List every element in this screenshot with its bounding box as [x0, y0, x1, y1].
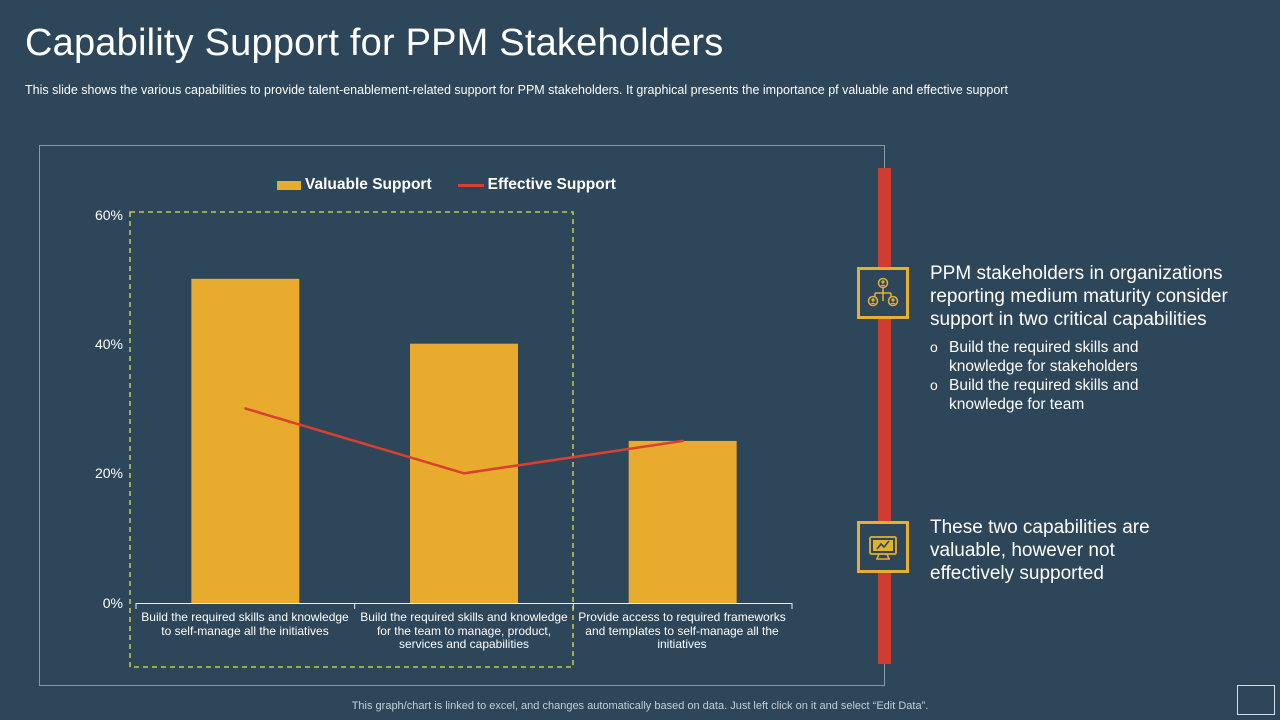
point-effective-support: [462, 472, 466, 475]
point-effective-support: [244, 407, 247, 410]
y-tick-label: 0%: [102, 595, 123, 611]
slide-subtitle: This slide shows the various capabilitie…: [25, 83, 1008, 97]
legend-label-effective: Effective Support: [487, 176, 616, 193]
point-effective-support: [681, 439, 684, 443]
panel-item2-heading: These two capabilities are valuable, how…: [930, 516, 1260, 585]
heading-line: effectively supported: [930, 563, 1104, 584]
category-label-line: services and capabilities: [398, 637, 530, 651]
category-label-line: initiatives: [657, 637, 707, 651]
x-category-label: Provide access to required frameworks an…: [573, 610, 791, 652]
bullet-line: Build the required skills and: [949, 339, 1139, 356]
legend-swatch-effective: [457, 183, 484, 187]
x-category-label: Build the required skills and knowledge …: [355, 610, 573, 652]
org-network-icon-box: [857, 267, 909, 319]
bullet-line: knowledge for team: [949, 396, 1085, 413]
corner-placeholder-box[interactable]: [1237, 685, 1275, 715]
org-network-icon: [867, 277, 899, 307]
heading-line: reporting medium maturity consider: [930, 286, 1228, 307]
y-tick-label: 60%: [94, 207, 123, 223]
heading-line: valuable, however not: [930, 540, 1115, 561]
bullet-line: knowledge for stakeholders: [949, 358, 1138, 375]
bullet-circle-icon: o: [930, 377, 938, 393]
heading-line: support in two critical capabilities: [930, 309, 1207, 330]
category-label-line: and templates to self-manage all the: [585, 623, 779, 638]
y-tick-label: 20%: [94, 465, 123, 481]
panel-item1-bullets: o Build the required skills and knowledg…: [930, 338, 1230, 414]
heading-line: PPM stakeholders in organizations: [930, 263, 1223, 284]
bullet-item: o Build the required skills and knowledg…: [930, 338, 1230, 376]
chart-legend: Valuable Support Effective Support: [277, 176, 616, 194]
highlight-dashed-box: [129, 211, 574, 668]
bar-valuable-support: [628, 440, 737, 603]
category-label-line: for the team to manage, product,: [376, 623, 552, 638]
timeline-bar: [878, 168, 891, 664]
slide-title: Capability Support for PPM Stakeholders: [25, 22, 724, 64]
legend-label-valuable: Valuable Support: [305, 176, 432, 193]
footnote: This graph/chart is linked to excel, and…: [351, 700, 929, 712]
y-tick-label: 40%: [94, 336, 123, 352]
bullet-line: Build the required skills and: [949, 377, 1139, 394]
bar-valuable-support: [191, 278, 300, 603]
category-label-line: Build the required skills and knowledge: [141, 610, 349, 624]
category-label-line: Provide access to required frameworks: [578, 610, 786, 624]
panel-item1-heading: PPM stakeholders in organizations report…: [930, 262, 1260, 331]
heading-line: These two capabilities are: [930, 517, 1150, 538]
legend-swatch-valuable: [277, 180, 301, 190]
presentation-monitor-icon: [869, 536, 897, 560]
bullet-item: o Build the required skills and knowledg…: [930, 376, 1230, 414]
presentation-monitor-icon-box: [857, 521, 909, 573]
category-label-line: Build the required skills and knowledge: [360, 610, 568, 624]
x-category-label: Build the required skills and knowledge …: [136, 610, 354, 638]
bullet-circle-icon: o: [930, 339, 938, 355]
category-label-line: to self-manage all the initiatives: [161, 623, 329, 638]
